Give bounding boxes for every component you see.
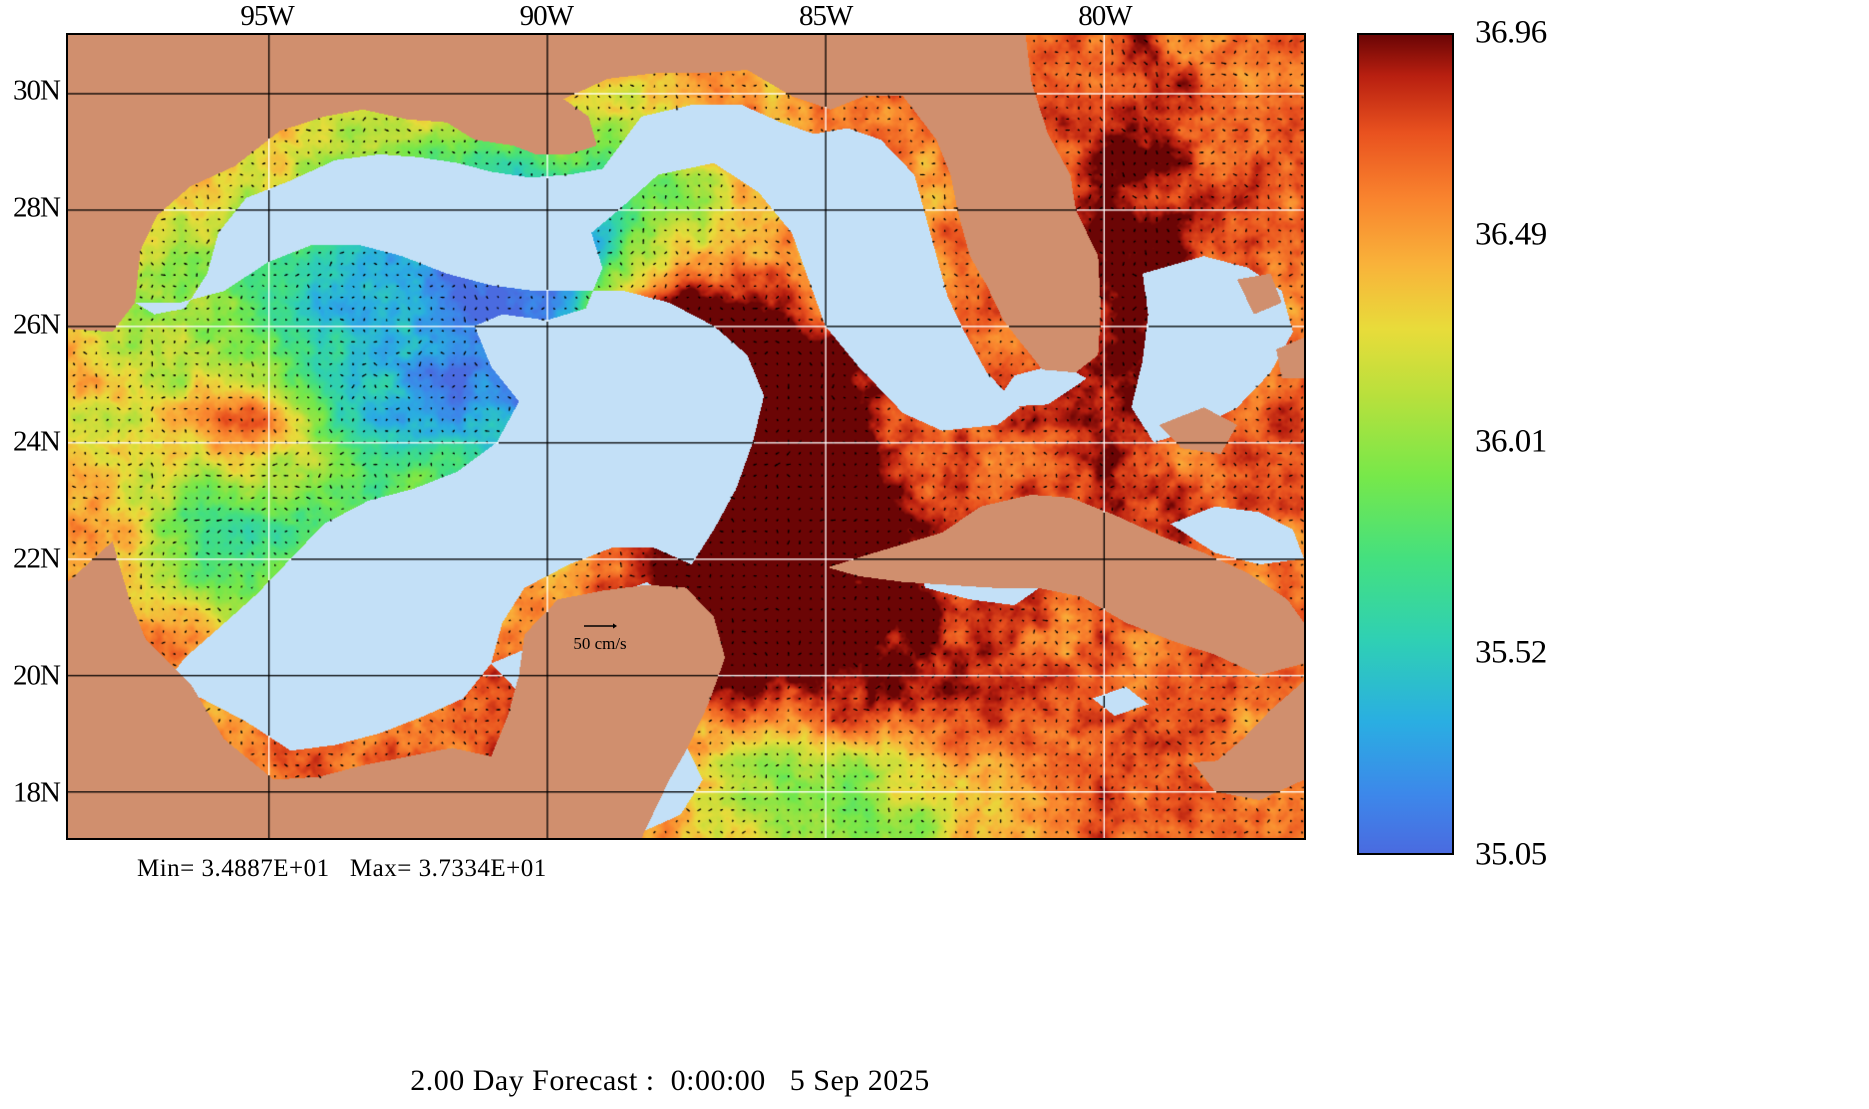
lat-tick-label-18n: 18N xyxy=(13,776,61,809)
lat-tick-label-26n: 26N xyxy=(13,308,61,341)
min-max-annotation: Min= 3.4887E+01 Max= 3.7334E+01 xyxy=(137,855,547,882)
vector-scale-arrow-icon xyxy=(584,623,617,629)
colorbar-label-0: 36.96 xyxy=(1475,14,1547,51)
colorbar-label-3: 35.52 xyxy=(1475,634,1547,671)
vector-scale-label: 50 cm/s xyxy=(573,634,627,653)
colorbar-label-4: 35.05 xyxy=(1475,836,1547,873)
colorbar-label-2: 36.01 xyxy=(1475,423,1547,460)
lon-tick-label-85w: 85W xyxy=(798,0,853,32)
lat-tick-label-30n: 30N xyxy=(13,74,61,107)
lon-tick-label-90w: 90W xyxy=(519,0,574,32)
lat-tick-label-28n: 28N xyxy=(13,191,61,224)
lon-tick-label-80w: 80W xyxy=(1078,0,1132,32)
colorbar-label-1: 36.49 xyxy=(1475,216,1547,253)
lat-tick-label-22n: 22N xyxy=(13,542,61,575)
lat-tick-label-20n: 20N xyxy=(13,659,61,692)
lon-tick-label-95w: 95W xyxy=(240,0,294,32)
lat-tick-label-24n: 24N xyxy=(13,425,61,458)
vector-scale-key: 50 cm/s xyxy=(540,622,660,654)
colorbar-gradient xyxy=(1359,35,1452,853)
salinity-velocity-map xyxy=(68,35,1304,838)
forecast-title: 2.00 Day Forecast : 0:00:00 5 Sep 2025 xyxy=(410,1064,930,1097)
map-plot-area xyxy=(66,33,1306,840)
colorbar xyxy=(1357,33,1454,855)
